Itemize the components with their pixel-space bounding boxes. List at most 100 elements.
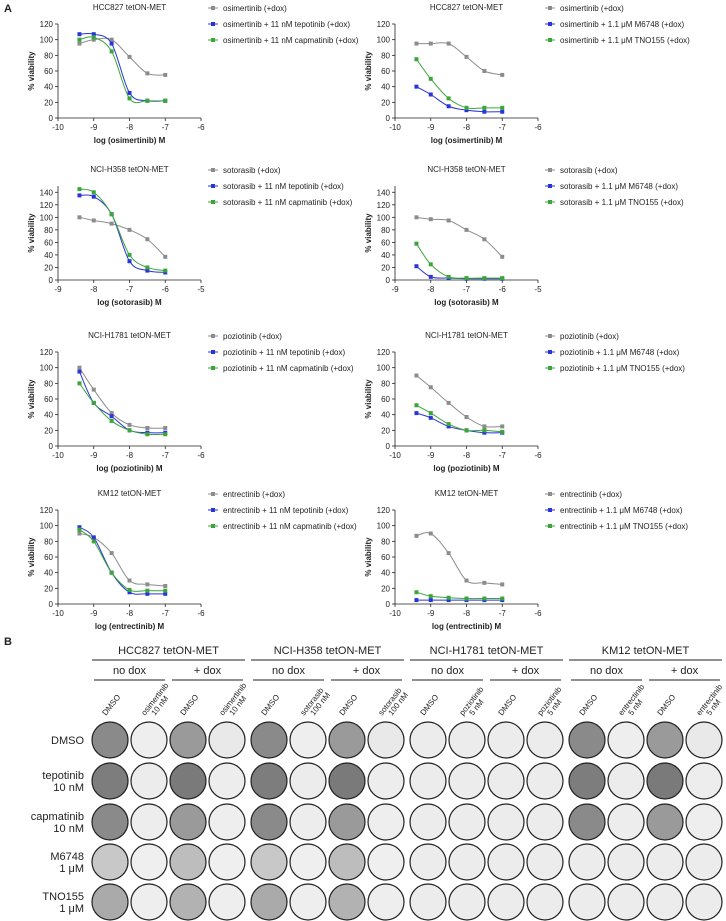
well <box>487 843 525 881</box>
well <box>568 883 606 921</box>
legend-marker <box>211 524 215 528</box>
well <box>607 883 645 921</box>
y-tick-label: 20 <box>44 584 53 593</box>
y-tick-label: 0 <box>49 114 54 123</box>
y-tick-label: 0 <box>49 600 54 609</box>
data-point <box>77 215 82 220</box>
data-point <box>428 41 433 46</box>
legend-label: osimertinib + 1.1 μM M6748 (+dox) <box>560 20 685 29</box>
fit-curve <box>79 188 166 272</box>
x-axis-label: log (entrectinib) M <box>95 622 165 631</box>
column-label: DMSO <box>100 693 122 717</box>
well <box>367 843 405 881</box>
y-tick-label: 80 <box>44 537 53 546</box>
x-tick-label: -6 <box>534 123 542 132</box>
data-point <box>428 217 433 222</box>
data-point <box>109 37 114 42</box>
legend-label: sotorasib + 1.1 μM M6748 (+dox) <box>560 182 678 191</box>
data-point <box>77 193 82 198</box>
x-tick-label: -10 <box>389 451 401 460</box>
y-tick-label: 80 <box>44 226 53 235</box>
group-title: NCI-H1781 tetON-MET <box>430 645 544 657</box>
legend-label: sotorasib (+dox) <box>560 166 618 175</box>
well <box>208 843 246 881</box>
y-tick-label: 120 <box>40 201 54 210</box>
y-tick-label: 40 <box>44 251 53 260</box>
data-point <box>127 227 132 232</box>
data-point <box>414 598 419 603</box>
well <box>685 803 723 841</box>
x-tick-label: -7 <box>499 609 507 618</box>
y-tick-label: 100 <box>377 522 391 531</box>
fit-curve <box>416 532 503 585</box>
legend-marker <box>548 6 552 10</box>
data-point <box>163 583 168 588</box>
data-point <box>145 71 150 76</box>
y-tick-label: 140 <box>377 188 391 197</box>
data-point <box>482 237 487 242</box>
data-point <box>163 432 168 437</box>
y-tick-label: 100 <box>377 364 391 373</box>
fit-curve <box>79 32 166 102</box>
condition-label: + dox <box>512 665 540 677</box>
legend-label: osimertinib + 11 nM capmatinib (+dox) <box>223 36 359 45</box>
well <box>169 803 207 841</box>
row-label: TNO155 <box>42 891 84 903</box>
legend-marker <box>211 6 215 10</box>
chart-title: HCC827 tetON-MET <box>430 3 503 12</box>
y-axis-label: % viability <box>27 379 36 419</box>
well <box>250 762 288 800</box>
condition-label: no dox <box>113 665 147 677</box>
data-point <box>414 533 419 538</box>
legend-marker <box>548 22 552 26</box>
y-tick-label: 40 <box>381 411 390 420</box>
well <box>568 762 606 800</box>
chart-title: NCI-H358 tetON-MET <box>90 165 168 174</box>
legend-marker <box>548 168 552 172</box>
y-tick-label: 20 <box>44 98 53 107</box>
well <box>409 883 447 921</box>
row-label: capmatinib <box>31 811 84 823</box>
data-point <box>91 32 96 37</box>
legend-label: poziotinib (+dox) <box>223 332 282 341</box>
data-point <box>414 215 419 220</box>
data-point <box>464 276 469 281</box>
well <box>487 721 525 759</box>
data-point <box>163 425 168 430</box>
fit-curve <box>416 243 503 279</box>
y-tick-label: 100 <box>40 36 54 45</box>
data-point <box>482 596 487 601</box>
y-tick-label: 60 <box>381 238 390 247</box>
fit-curve <box>79 216 166 258</box>
data-point <box>414 57 419 62</box>
fit-curve <box>79 37 166 76</box>
data-point <box>482 105 487 110</box>
x-tick-label: -8 <box>126 609 134 618</box>
x-tick-label: -6 <box>197 609 205 618</box>
x-tick-label: -7 <box>499 123 507 132</box>
legend-label: sotorasib + 11 nM tepotinib (+dox) <box>223 182 344 191</box>
well <box>328 721 366 759</box>
legend-marker <box>548 184 552 188</box>
data-point <box>428 531 433 536</box>
data-point <box>127 587 132 592</box>
well <box>91 762 129 800</box>
y-tick-label: 0 <box>49 276 54 285</box>
data-point <box>77 525 82 530</box>
legend-marker <box>211 22 215 26</box>
group-title: KM12 tetON-MET <box>602 645 690 657</box>
well <box>289 883 327 921</box>
x-tick-label: -6 <box>162 285 170 294</box>
well <box>130 883 168 921</box>
y-axis-label: % viability <box>364 537 373 577</box>
well <box>289 721 327 759</box>
data-point <box>500 109 505 114</box>
x-tick-label: -9 <box>90 123 98 132</box>
data-point <box>91 190 96 195</box>
data-point <box>446 598 451 603</box>
data-point <box>77 37 82 42</box>
legend-marker <box>211 200 215 204</box>
y-tick-label: 80 <box>44 379 53 388</box>
data-point <box>163 98 168 103</box>
data-point <box>446 104 451 109</box>
